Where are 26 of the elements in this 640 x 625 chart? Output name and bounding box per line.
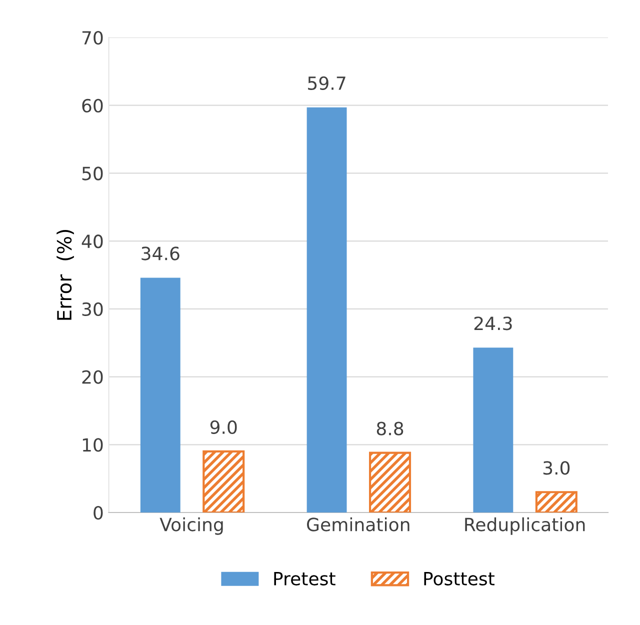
bar [369, 452, 412, 512]
y-tick-label: 50 [82, 166, 103, 180]
x-tick-label: Gemination [307, 517, 410, 532]
data-label: 24.3 [474, 316, 512, 330]
data-label: 8.8 [376, 422, 404, 436]
bar [535, 491, 578, 512]
y-tick-label: 0 [94, 506, 103, 520]
y-tick-label: 40 [82, 234, 103, 248]
y-tick-label: 70 [82, 30, 103, 45]
y-tick-label: 30 [82, 302, 103, 316]
data-label: 9.0 [210, 420, 237, 434]
y-tick-label: 60 [82, 98, 103, 112]
bar [473, 348, 514, 512]
legend-label: Posttest [424, 572, 494, 586]
data-label: 34.6 [142, 246, 180, 260]
legend-label: Pretest [274, 572, 336, 586]
y-tick-label: 20 [82, 370, 103, 384]
y-axis-title: Error (%) [56, 230, 74, 320]
bar [306, 107, 347, 512]
bar [202, 450, 245, 512]
x-tick-label: Reduplication [465, 517, 585, 535]
bar [140, 278, 180, 512]
y-tick-label: 10 [82, 438, 103, 452]
data-label: 59.7 [308, 76, 346, 90]
x-tick-label: Voicing [160, 517, 223, 535]
data-label: 3.0 [543, 461, 570, 475]
